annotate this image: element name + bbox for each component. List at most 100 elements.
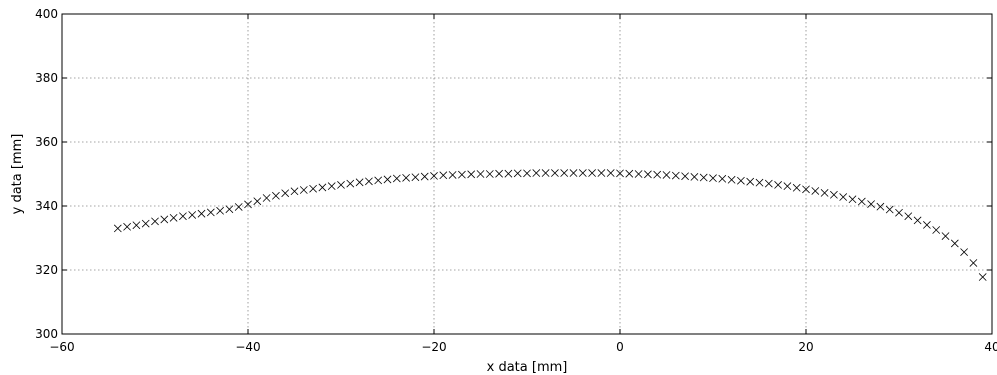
y-tick-label: 340 [35,199,58,213]
data-point [774,180,782,189]
data-point [513,169,522,178]
data-point [485,170,494,178]
data-point [876,202,885,211]
x-tick-label: 20 [798,340,813,354]
data-point [467,170,476,179]
data-point [188,211,197,219]
data-point [290,187,299,196]
data-point [662,171,671,179]
data-point [867,200,875,208]
y-tick-label: 400 [35,7,58,21]
data-point [262,194,271,202]
data-point [671,171,680,180]
data-point [746,177,755,186]
data-point [820,188,829,197]
data-point [439,171,448,180]
data-point [653,170,662,179]
data-point [532,169,541,177]
data-point [811,187,820,195]
data-point [216,206,224,215]
data-point [895,208,903,217]
data-point [179,212,187,221]
data-point [941,232,950,240]
x-tick-label: −60 [49,340,74,354]
data-point [355,178,364,187]
data-point [206,208,215,217]
data-point [569,169,578,177]
data-point [634,170,643,178]
data-point [123,222,131,231]
data-point [197,209,206,218]
x-axis-label: x data [mm] [487,360,568,375]
data-point [495,169,503,178]
data-point [792,183,801,192]
data-point [448,171,457,179]
data-point [950,239,959,248]
grid-layer [62,14,992,334]
x-tick-label: −40 [235,340,260,354]
data-point [857,197,866,206]
data-point [132,221,141,230]
data-point [458,170,466,179]
data-point [541,169,550,177]
data-point [969,259,978,267]
data-point [764,179,773,188]
data-point [430,172,438,180]
data-point [504,169,513,178]
data-point [411,173,420,182]
data-point [699,173,708,182]
data-point [578,169,587,177]
y-tick-label: 320 [35,263,58,277]
data-point [644,170,652,179]
data-point [681,172,689,181]
data-point [299,186,308,194]
data-point [318,183,327,192]
data-point [272,191,280,200]
data-point [392,174,401,183]
data-point [151,217,159,226]
data-point [727,175,736,184]
data-point [476,170,485,178]
data-point [560,169,569,177]
data-point [913,216,922,225]
data-point [374,176,383,185]
data-point [616,169,624,178]
x-tick-label: −20 [421,340,446,354]
data-point [523,169,531,178]
data-point [625,169,634,178]
data-point [830,190,838,199]
y-tick-label: 360 [35,135,58,149]
data-point [978,273,987,281]
data-point [551,169,559,177]
data-point [690,172,699,181]
data-point [234,203,243,211]
data-point [755,178,764,187]
data-point [783,182,792,191]
y-tick-label: 380 [35,71,58,85]
data-point [337,180,345,189]
data-point [718,174,727,183]
data-point [253,197,262,206]
data-point [597,169,606,177]
data-point [225,205,234,214]
data-point [960,248,968,256]
data-point [113,224,122,233]
data-point [848,195,857,204]
data-point [244,200,252,209]
data-point [365,177,373,186]
data-point [402,173,410,182]
data-point [141,219,150,228]
y-tick-label: 300 [35,327,58,341]
x-tick-label: 40 [984,340,997,354]
x-tick-label: 0 [616,340,624,354]
data-point [309,184,317,193]
data-point [737,176,745,185]
data-point [839,193,848,201]
data-point [169,213,178,222]
data-point [383,175,392,184]
data-point [709,174,717,183]
plot-frame [61,13,993,335]
data-point [420,172,429,181]
data-point [606,169,615,177]
